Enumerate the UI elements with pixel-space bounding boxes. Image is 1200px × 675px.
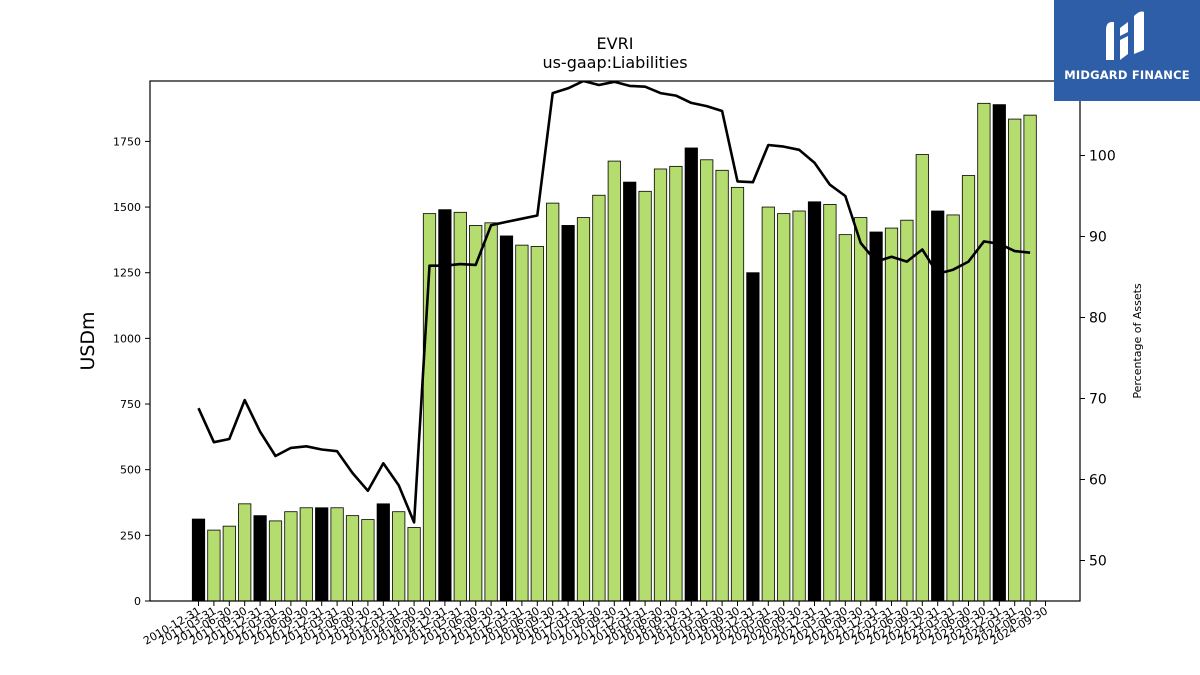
bar xyxy=(638,190,652,602)
bar xyxy=(823,204,837,602)
bar xyxy=(191,518,206,602)
y2-tick-label: 100 xyxy=(1089,149,1116,165)
brand-logo: MIDGARD FINANCE xyxy=(1054,0,1200,101)
bar xyxy=(407,527,421,602)
bar xyxy=(807,201,822,602)
bar xyxy=(977,102,991,602)
y-tick-label: 500 xyxy=(120,464,141,477)
bar xyxy=(238,503,252,602)
percentage-line xyxy=(197,81,1031,524)
bar xyxy=(453,211,467,602)
bar xyxy=(299,507,313,602)
bar xyxy=(792,210,806,602)
bar xyxy=(884,227,899,602)
bar xyxy=(515,244,529,602)
bar xyxy=(931,210,945,602)
bar xyxy=(900,219,914,602)
line-group xyxy=(197,81,1031,524)
bar xyxy=(961,175,976,602)
bar xyxy=(361,519,375,602)
bar xyxy=(730,186,745,602)
bar xyxy=(746,272,760,602)
y2-tick-label: 80 xyxy=(1089,311,1107,327)
y-tick-label: 1750 xyxy=(113,135,141,148)
y-tick-label: 250 xyxy=(120,529,141,542)
y2-tick-label: 70 xyxy=(1089,392,1107,408)
bar xyxy=(484,222,498,602)
bar xyxy=(499,235,514,602)
bar xyxy=(561,225,575,602)
bar xyxy=(623,181,637,602)
bar xyxy=(392,511,406,602)
y2-tick-label: 50 xyxy=(1089,554,1107,570)
bar xyxy=(777,213,791,602)
bar xyxy=(207,529,221,602)
bar xyxy=(546,202,560,602)
bar xyxy=(854,217,868,602)
plot-frame xyxy=(149,80,1081,602)
chart-subtitle: us-gaap:Liabilities xyxy=(542,53,687,72)
axes-group: 0250500750100012501500175050607080901002… xyxy=(113,80,1116,648)
bar xyxy=(592,194,606,602)
bar xyxy=(376,503,390,602)
bar xyxy=(330,507,344,602)
bar xyxy=(715,169,729,602)
y-tick-label: 1000 xyxy=(113,332,141,345)
bar xyxy=(653,168,668,602)
bar xyxy=(253,515,267,602)
bar xyxy=(669,165,683,602)
bar xyxy=(838,234,852,602)
bar xyxy=(345,515,360,602)
brand-name: MIDGARD FINANCE xyxy=(1064,68,1190,82)
y-axis-label: USDm xyxy=(77,311,99,370)
y-tick-label: 1500 xyxy=(113,201,141,214)
bar xyxy=(684,147,698,602)
bar xyxy=(992,104,1006,602)
y2-tick-label: 60 xyxy=(1089,473,1107,489)
bar xyxy=(1008,118,1022,602)
bar xyxy=(284,511,298,602)
bar xyxy=(530,246,544,602)
bar xyxy=(438,209,452,602)
y2-axis-label: Percentage of Assets xyxy=(1131,283,1144,399)
bar xyxy=(607,160,621,602)
chart-title: EVRI xyxy=(597,34,634,53)
y2-tick-label: 90 xyxy=(1089,230,1107,246)
bar xyxy=(469,225,483,602)
y-tick-label: 1250 xyxy=(113,267,141,280)
midgard-logo-icon xyxy=(1106,11,1144,60)
bar xyxy=(869,231,883,602)
bar xyxy=(700,159,714,602)
bar xyxy=(946,214,960,602)
bar xyxy=(915,154,929,602)
bar xyxy=(1023,114,1037,602)
bar xyxy=(576,217,591,602)
bar xyxy=(761,206,775,602)
bar xyxy=(268,520,283,602)
bar xyxy=(222,525,236,602)
y-tick-label: 750 xyxy=(120,398,141,411)
y-tick-label: 0 xyxy=(134,595,141,608)
bar xyxy=(315,507,329,602)
bars-group xyxy=(191,102,1037,602)
